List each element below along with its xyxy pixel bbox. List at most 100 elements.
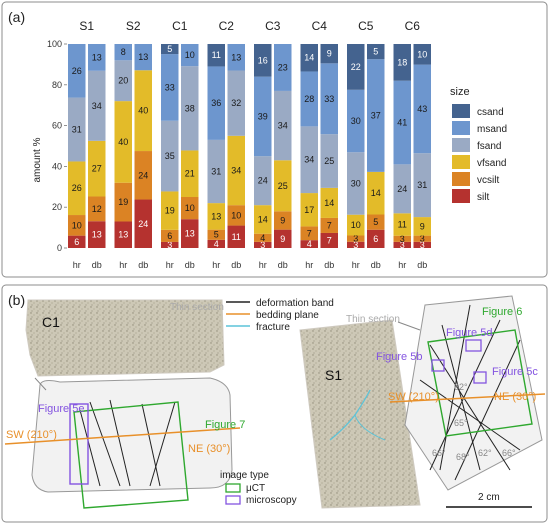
bar-value-label: 5	[373, 217, 378, 227]
x-tick-label: hr	[73, 260, 81, 270]
bar-segment-msand	[88, 44, 106, 71]
s1-microscopy-box-c	[473, 371, 487, 384]
bar-segment-vfsand	[367, 171, 385, 215]
bar-value-label: 5	[214, 230, 219, 240]
bar-value-label: 3	[260, 240, 265, 250]
bar-value-label: 6	[373, 234, 378, 244]
c1-sample: C1 Thin section Figure 7 Figure 5e SW (2…	[4, 299, 245, 509]
bar-value-label: 10	[185, 203, 195, 213]
bar-value-label: 35	[165, 151, 175, 161]
bar-segment-vcsilt	[68, 215, 86, 236]
bar-value-label: 14	[304, 53, 314, 63]
bar-value-label: 8	[121, 47, 126, 57]
x-tick-label: hr	[212, 260, 220, 270]
legend: size csand msand fsand vfsand vcsilt silt	[450, 86, 507, 203]
s1-microscopy-box-d	[465, 339, 482, 352]
bar-segment-silt	[134, 199, 152, 248]
bar-value-label: 34	[231, 165, 241, 175]
bar-value-label: 13	[92, 230, 102, 240]
bar-value-label: 13	[138, 52, 148, 62]
legend-swatch-silt	[452, 189, 470, 203]
bar-segment-vfsand	[207, 203, 225, 230]
c1-deformation-bands	[79, 399, 176, 487]
bar-value-label: 19	[118, 197, 128, 207]
bar-segment-silt	[367, 229, 385, 248]
bar-value-label: 12	[92, 204, 102, 214]
bar-value-label: 5	[167, 44, 172, 54]
y-tick-label: 20	[52, 202, 62, 212]
bar-segment-silt	[300, 240, 318, 248]
sample-title: C2	[219, 19, 235, 33]
c1-ne-label: NE (30°)	[188, 443, 230, 455]
bar-value-label: 30	[351, 178, 361, 188]
bar-segment-fsand	[274, 90, 292, 161]
bar-value-label: 24	[258, 176, 268, 186]
bar-value-label: 3	[400, 234, 405, 244]
legend-uct: μCT	[246, 483, 265, 494]
panel-b-label: (b)	[8, 292, 25, 308]
bar-value-label: 3	[353, 234, 358, 244]
c1-sample-label: C1	[42, 314, 60, 330]
bar-value-label: 31	[72, 125, 82, 135]
legend-deformation-band: deformation band	[256, 298, 334, 309]
bar-segment-vfsand	[413, 217, 431, 236]
bar-value-label: 3	[420, 234, 425, 244]
bar-segment-fsand	[413, 153, 431, 218]
legend-swatch-vfsand	[452, 155, 470, 169]
bar-segment-vcsilt	[254, 233, 272, 242]
x-tick-label: hr	[305, 260, 313, 270]
bar-value-label: 37	[371, 111, 381, 121]
legend-label-vcsilt: vcsilt	[477, 175, 499, 186]
bar-value-label: 25	[278, 181, 288, 191]
bar-segment-vfsand	[68, 161, 86, 216]
bar-value-label: 33	[165, 82, 175, 92]
legend-microscopy: microscopy	[246, 495, 297, 506]
bar-segment-csand	[320, 44, 338, 64]
bar-segment-vcsilt	[181, 197, 199, 220]
bar-segment-msand	[227, 44, 245, 71]
bar-segment-csand	[413, 44, 431, 65]
angle-label: 66°	[502, 448, 516, 458]
bar-value-label: 40	[118, 137, 128, 147]
bar-segment-vfsand	[88, 140, 106, 197]
bar-segment-vcsilt	[347, 235, 365, 242]
bar-segment-fsand	[114, 60, 132, 102]
bar-value-label: 3	[167, 240, 172, 250]
bar-segment-msand	[393, 80, 411, 165]
s1-sample: S1 Thin section Figure 6 Figure 5d Figur…	[299, 295, 546, 509]
c1-sw-label: SW (210°)	[6, 429, 57, 441]
bar-segment-msand	[254, 76, 272, 157]
legend-swatch-fsand	[452, 138, 470, 152]
bar-segment-vfsand	[300, 193, 318, 227]
bar-segment-silt	[254, 241, 272, 248]
sample-title: C6	[405, 19, 421, 33]
bar-segment-vcsilt	[274, 211, 292, 230]
bar-value-label: 17	[304, 205, 314, 215]
bar-value-label: 7	[327, 220, 332, 230]
x-tick-label: hr	[352, 260, 360, 270]
bar-value-label: 14	[371, 188, 381, 198]
bar-value-label: 7	[327, 235, 332, 245]
bar-segment-csand	[207, 44, 225, 67]
bar-value-label: 14	[324, 198, 334, 208]
bar-segment-vfsand	[114, 101, 132, 183]
bar-value-label: 18	[397, 57, 407, 67]
bar-segment-csand	[367, 44, 385, 60]
bar-value-label: 31	[417, 180, 427, 190]
y-tick-label: 100	[47, 39, 62, 49]
bar-value-label: 9	[280, 215, 285, 225]
legend-label-vfsand: vfsand	[477, 158, 506, 169]
legend-swatch-csand	[452, 104, 470, 118]
bar-value-label: 10	[351, 220, 361, 230]
bar-segment-msand	[300, 71, 318, 127]
bar-value-label: 13	[92, 52, 102, 62]
y-tick-label: 0	[57, 243, 62, 253]
bar-value-label: 32	[231, 98, 241, 108]
y-tick-label: 80	[52, 80, 62, 90]
bar-value-label: 3	[400, 240, 405, 250]
bar-value-label: 16	[258, 55, 268, 65]
panel-b-legend: deformation band bedding plane fracture …	[220, 298, 334, 506]
x-tick-label: db	[138, 260, 148, 270]
bar-segment-csand	[300, 44, 318, 72]
